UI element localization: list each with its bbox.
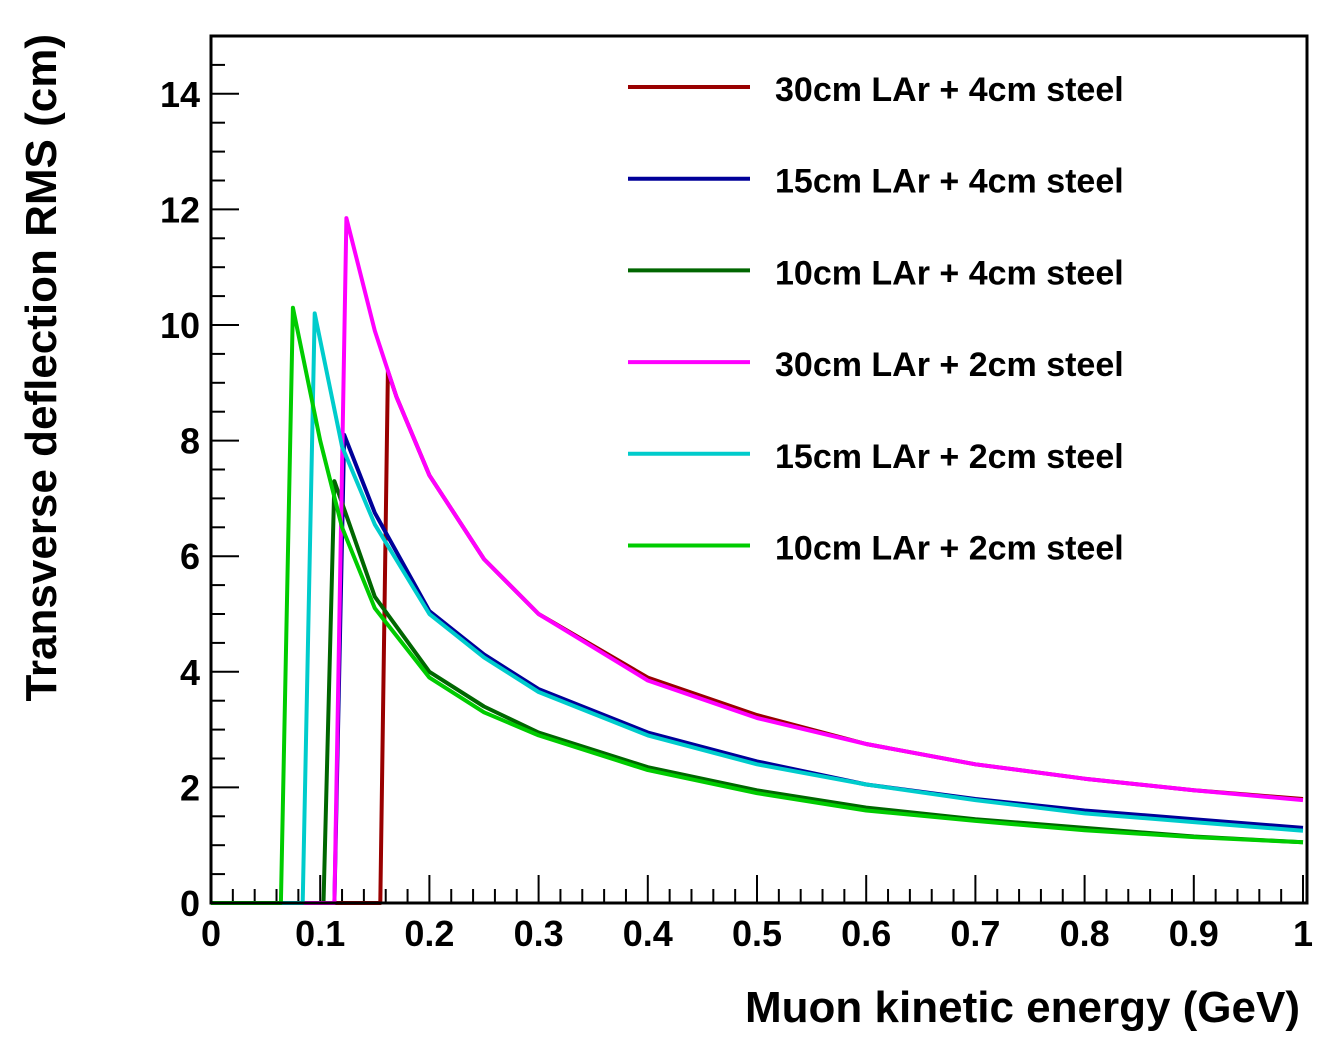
x-tick-label: 0.9 (1169, 913, 1219, 954)
x-tick-label: 0.1 (295, 913, 345, 954)
series-line (211, 216, 1304, 905)
y-tick-label: 6 (180, 536, 200, 577)
x-tick-label: 0.5 (732, 913, 782, 954)
y-tick-labels: 0 2 4 6 8 10 12 14 (160, 74, 200, 924)
y-tick-label: 14 (160, 74, 200, 115)
y-tick-label: 8 (180, 421, 200, 462)
legend-label: 15cm LAr + 4cm steel (775, 163, 1124, 201)
x-tick-label: 0.4 (623, 913, 673, 954)
legend: 30cm LAr + 4cm steel 15cm LAr + 4cm steel… (628, 71, 1124, 568)
y-tick-label: 0 (180, 883, 200, 924)
x-tick-labels: 0 0.1 0.2 0.3 0.4 0.5 0.6 0.7 0.8 0.9 1 (201, 913, 1313, 954)
series-lines (211, 216, 1304, 905)
series-line (211, 479, 1304, 905)
series-line (211, 369, 1304, 905)
legend-label: 10cm LAr + 2cm steel (775, 530, 1124, 568)
x-axis-label: Muon kinetic energy (GeV) (745, 983, 1300, 1032)
y-axis-label: Transverse deflection RMS (cm) (17, 34, 66, 702)
x-tick-label: 0.7 (950, 913, 1000, 954)
y-tick-label: 10 (160, 305, 200, 346)
series-line (211, 432, 1304, 905)
x-tick-label: 0.3 (514, 913, 564, 954)
series-line (211, 311, 1304, 905)
plot-frame (209, 34, 1309, 905)
legend-label: 10cm LAr + 4cm steel (775, 254, 1124, 292)
x-tick-label: 0.2 (404, 913, 454, 954)
x-tick-label: 1 (1293, 913, 1313, 954)
legend-label: 30cm LAr + 4cm steel (775, 71, 1124, 109)
series-line (211, 305, 1304, 905)
legend-label: 15cm LAr + 2cm steel (775, 438, 1124, 476)
x-tick-label: 0 (201, 913, 221, 954)
y-tick-label: 12 (160, 189, 200, 230)
legend-label: 30cm LAr + 2cm steel (775, 346, 1124, 384)
y-tick-label: 2 (180, 767, 200, 808)
axis-ticks (210, 35, 1304, 904)
x-tick-label: 0.8 (1060, 913, 1110, 954)
y-tick-label: 4 (180, 652, 200, 693)
x-tick-label: 0.6 (841, 913, 891, 954)
